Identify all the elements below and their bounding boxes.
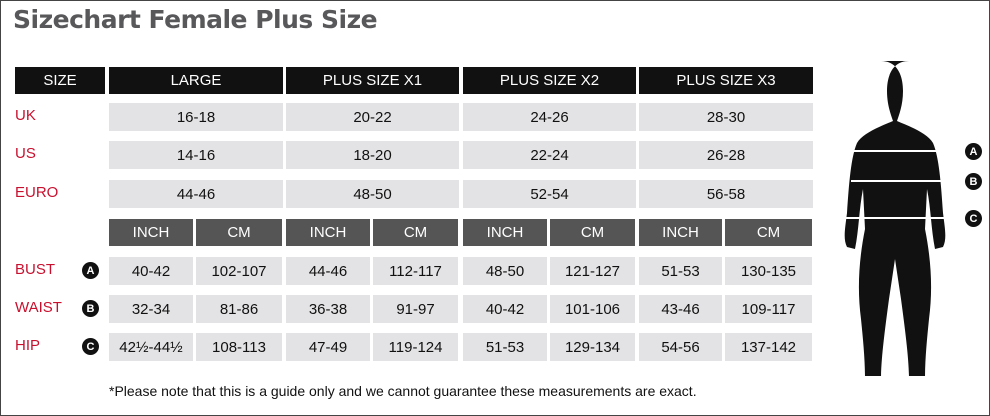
size-header: SIZE	[15, 67, 105, 94]
measurement-inch-cell: 40-42	[463, 295, 547, 323]
measurement-inch-cell: 48-50	[463, 257, 547, 285]
measurement-inch-cell: 32-34	[109, 295, 193, 323]
measurement-inch-cell: 44-46	[286, 257, 370, 285]
measurement-label: BUST	[15, 261, 56, 278]
unit-header-cm: CM	[373, 219, 458, 246]
measurement-marker-icon: A	[82, 262, 99, 279]
measurement-cm-cell: 108-113	[196, 333, 282, 361]
size-value-cell: 52-54	[463, 180, 636, 208]
measurement-cm-cell: 91-97	[373, 295, 458, 323]
size-value-cell: 24-26	[463, 103, 636, 131]
size-value-cell: 26-28	[639, 141, 813, 169]
size-value-cell: 28-30	[639, 103, 813, 131]
unit-header-cm: CM	[725, 219, 812, 246]
unit-header-inch: INCH	[109, 219, 193, 246]
measurement-cm-cell: 112-117	[373, 257, 458, 285]
size-value-cell: 18-20	[286, 141, 459, 169]
size-value-cell: 44-46	[109, 180, 283, 208]
measurement-cm-cell: 109-117	[725, 295, 812, 323]
measurement-inch-cell: 36-38	[286, 295, 370, 323]
size-column-header: PLUS SIZE X3	[639, 67, 813, 94]
size-value-cell: 56-58	[639, 180, 813, 208]
measurement-cm-cell: 130-135	[725, 257, 812, 285]
measurement-label: WAIST	[15, 299, 62, 316]
measurement-cm-cell: 129-134	[550, 333, 635, 361]
size-value-cell: 14-16	[109, 141, 283, 169]
unit-header-cm: CM	[196, 219, 282, 246]
unit-header-inch: INCH	[286, 219, 370, 246]
size-column-header: LARGE	[109, 67, 283, 94]
unit-header-inch: INCH	[463, 219, 547, 246]
measurement-marker-icon: C	[82, 338, 99, 355]
measurement-inch-cell: 43-46	[639, 295, 722, 323]
disclaimer-note: *Please note that this is a guide only a…	[109, 383, 697, 399]
measurement-cm-cell: 119-124	[373, 333, 458, 361]
marker-b-icon: B	[965, 173, 982, 190]
measurement-cm-cell: 81-86	[196, 295, 282, 323]
size-value-cell: 48-50	[286, 180, 459, 208]
measurement-inch-cell: 51-53	[463, 333, 547, 361]
unit-header-inch: INCH	[639, 219, 722, 246]
marker-a-icon: A	[965, 143, 982, 160]
size-value-cell: 22-24	[463, 141, 636, 169]
marker-c-icon: C	[965, 210, 982, 227]
measurement-cm-cell: 121-127	[550, 257, 635, 285]
measurement-inch-cell: 51-53	[639, 257, 722, 285]
measurement-label: HIP	[15, 337, 41, 354]
size-value-cell: 20-22	[286, 103, 459, 131]
size-column-header: PLUS SIZE X2	[463, 67, 636, 94]
measurement-inch-cell: 42½-44½	[109, 333, 193, 361]
body-silhouette	[844, 61, 969, 376]
measurement-inch-cell: 40-42	[109, 257, 193, 285]
size-system-label: US	[15, 145, 36, 162]
size-column-header: PLUS SIZE X1	[286, 67, 459, 94]
measurement-cm-cell: 101-106	[550, 295, 635, 323]
page-title: Sizechart Female Plus Size	[13, 5, 378, 34]
measurement-cm-cell: 137-142	[725, 333, 812, 361]
measurement-cm-cell: 102-107	[196, 257, 282, 285]
size-value-cell: 16-18	[109, 103, 283, 131]
size-system-label: EURO	[15, 184, 59, 201]
measurement-inch-cell: 47-49	[286, 333, 370, 361]
unit-header-cm: CM	[550, 219, 635, 246]
measurement-inch-cell: 54-56	[639, 333, 722, 361]
size-system-label: UK	[15, 107, 36, 124]
measurement-marker-icon: B	[82, 300, 99, 317]
